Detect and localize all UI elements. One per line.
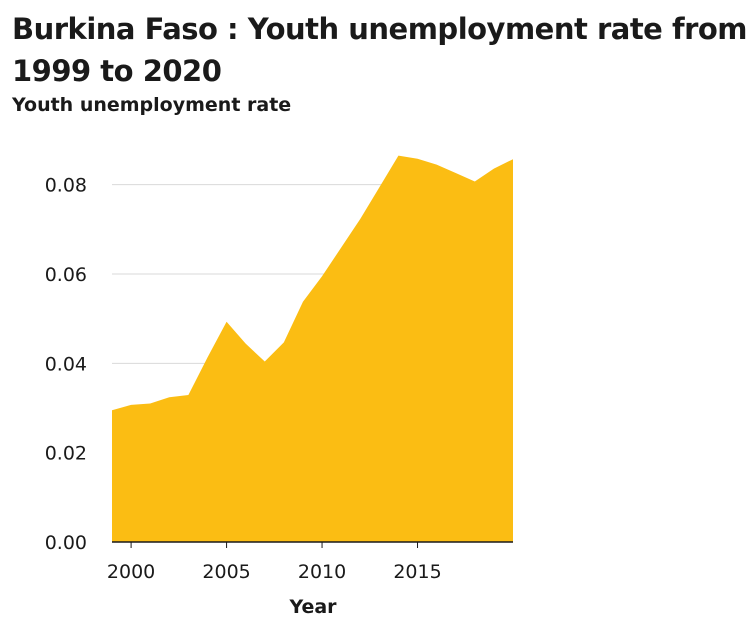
area-fill xyxy=(112,155,513,542)
y-tick-label: 0.08 xyxy=(45,175,87,197)
x-tick-label: 2010 xyxy=(298,561,346,583)
y-tick-label: 0.00 xyxy=(45,532,87,554)
x-tick-label: 2000 xyxy=(107,561,155,583)
y-tick-label: 0.02 xyxy=(45,443,87,465)
y-axis-title: Youth unemployment rate xyxy=(12,94,292,116)
chart-title: Burkina Faso : Youth unemployment rate f… xyxy=(12,12,748,88)
y-tick-label: 0.06 xyxy=(45,264,87,286)
x-tick-label: 2005 xyxy=(202,561,250,583)
y-tick-labels: 0.00 0.02 0.04 0.06 0.08 xyxy=(45,175,87,554)
y-tick-label: 0.04 xyxy=(45,353,87,375)
x-axis-title: Year xyxy=(288,596,337,618)
x-tick-label: 2015 xyxy=(393,561,441,583)
area-series xyxy=(112,155,513,542)
x-tick-labels: 2000 2005 2010 2015 xyxy=(107,542,442,583)
